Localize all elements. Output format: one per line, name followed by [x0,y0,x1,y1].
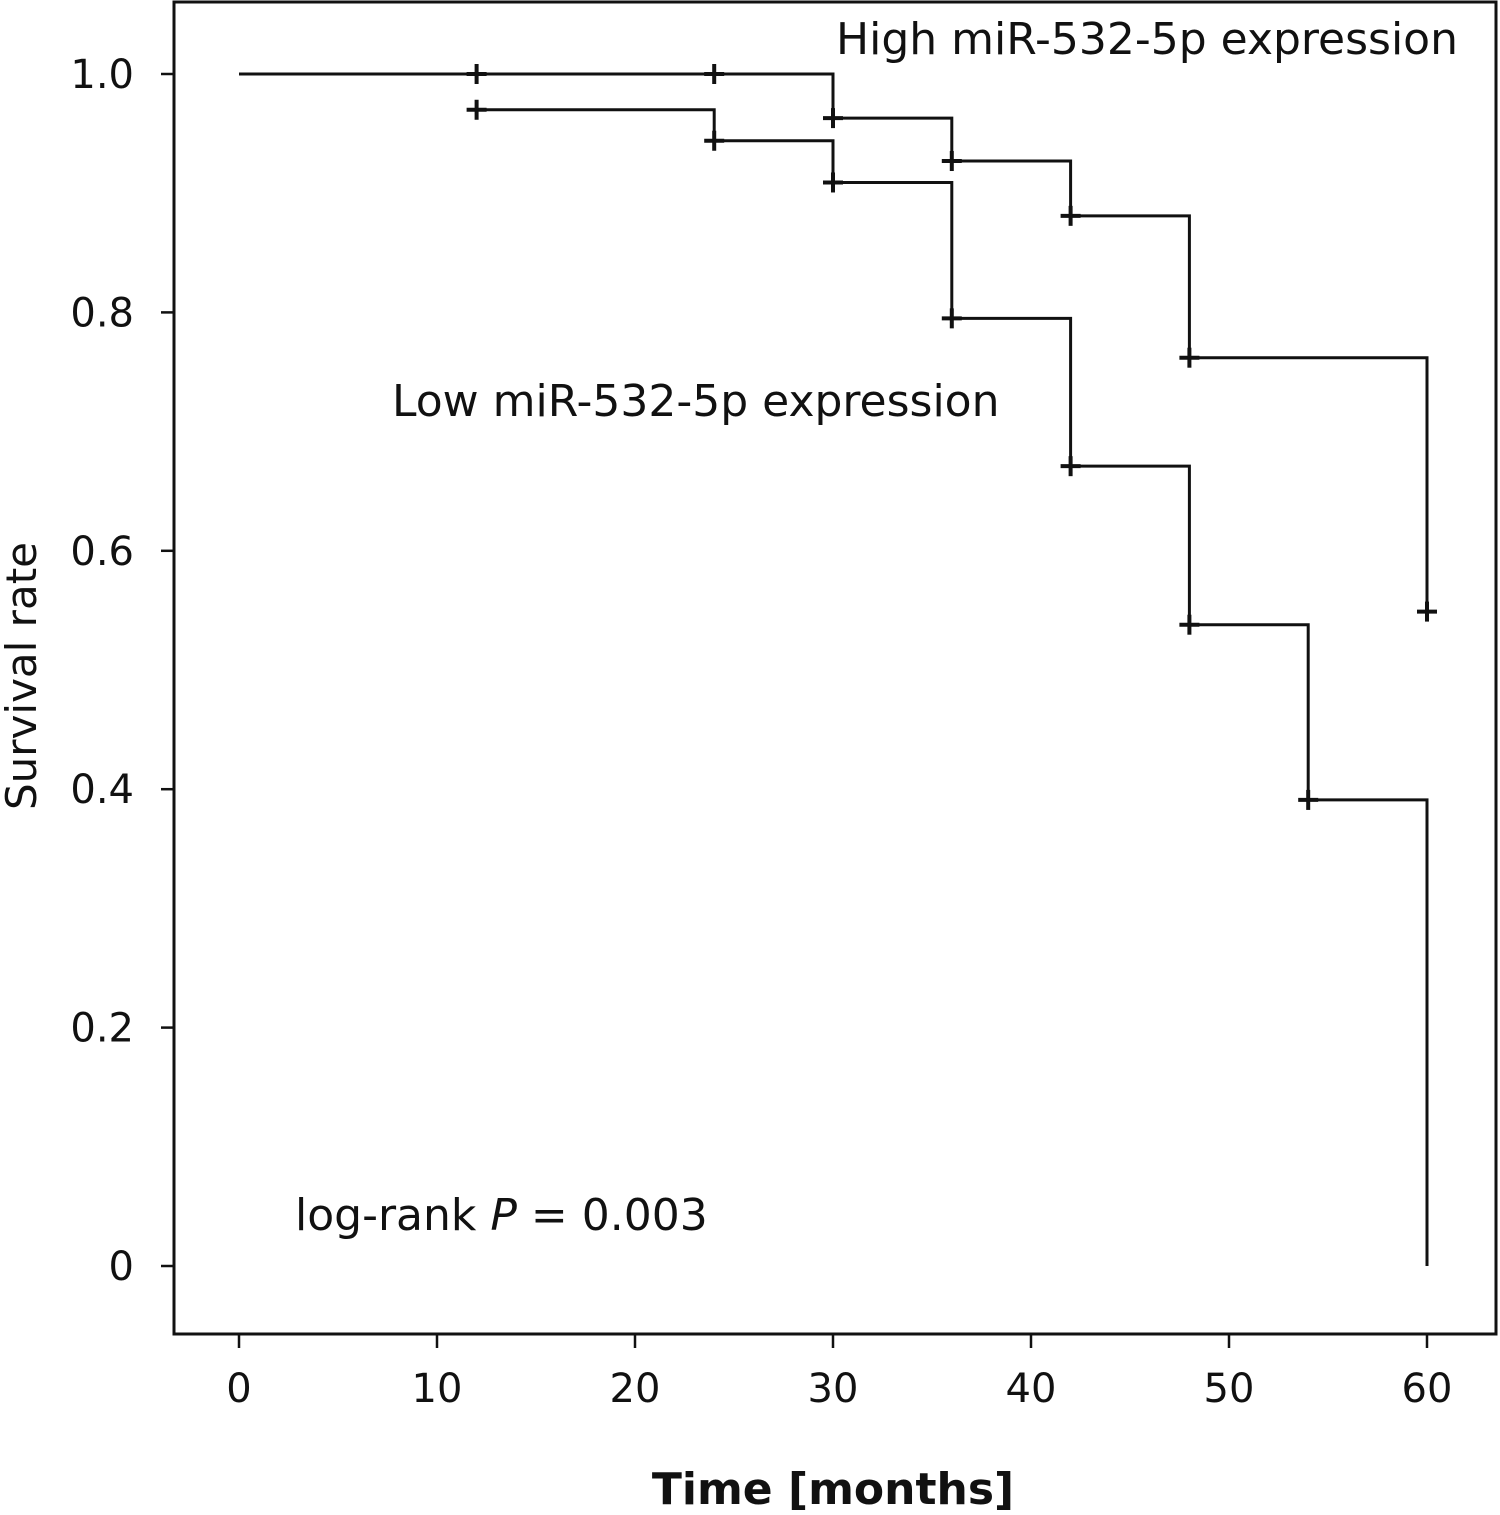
censor-mark [823,108,843,129]
y-tick-label: 0 [109,1244,134,1290]
x-axis-label: Time [months] [652,1464,1014,1515]
log-rank-p: P [490,1190,517,1241]
x-tick-label: 10 [412,1366,463,1412]
censor-mark [1060,456,1081,477]
y-axis: 0 0.2 0.4 0.6 0.8 1.0 [70,52,174,1290]
x-tick-label: 20 [610,1366,661,1412]
survival-curves [239,64,1437,1266]
plot-frame [172,0,1498,1336]
series-label-low: Low miR-532-5p expression [392,376,1000,427]
x-tick-label: 0 [226,1366,251,1412]
survival-curve-1 [476,108,1429,1266]
censor-mark [1298,789,1319,810]
log-rank-value: = 0.003 [517,1190,708,1241]
x-tick-label: 30 [808,1366,859,1412]
y-axis-label: Survival rate [0,542,46,810]
x-tick-label: 40 [1006,1366,1057,1412]
x-tick-label: 50 [1204,1366,1255,1412]
censor-mark [823,172,843,193]
y-tick-label: 0.2 [70,1006,134,1052]
series-label-high: High miR-532-5p expression [836,14,1458,65]
censor-mark [466,99,487,120]
x-axis: 0 10 20 30 40 50 60 [226,1334,1452,1412]
censor-mark [704,64,725,84]
censor-mark [941,308,962,329]
log-rank-text: log-rank [295,1190,477,1241]
y-tick-label: 1.0 [70,52,134,98]
censor-mark [1417,601,1437,622]
censor-mark [1179,347,1200,368]
censor-mark [466,64,487,84]
survival-curve-0 [239,72,1429,612]
series-1 [466,99,1429,1266]
censor-mark [1179,614,1200,635]
log-rank-annotation: log-rank P = 0.003 [295,1190,708,1241]
censor-mark [941,151,962,172]
censor-mark [1060,205,1081,226]
x-tick-label: 60 [1402,1366,1453,1412]
censor-mark [704,130,725,151]
y-tick-label: 0.4 [70,767,134,813]
series-0 [239,64,1437,622]
y-tick-label: 0.6 [70,529,134,575]
y-tick-label: 0.8 [70,290,134,336]
